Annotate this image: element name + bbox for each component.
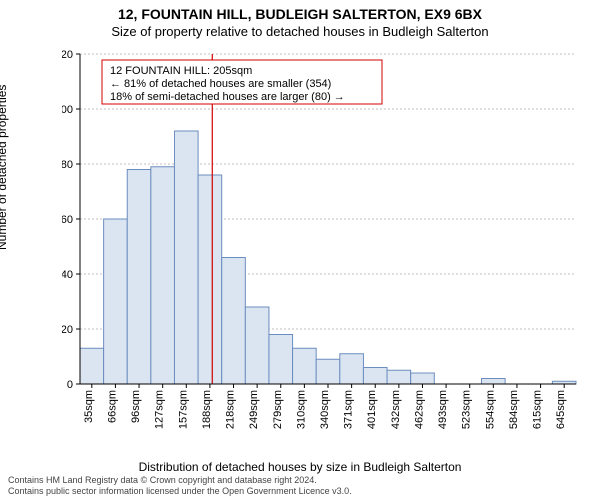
histogram-bar (222, 258, 246, 385)
chart-title-address: 12, FOUNTAIN HILL, BUDLEIGH SALTERTON, E… (0, 6, 600, 22)
svg-text:493sqm: 493sqm (437, 390, 449, 429)
x-axis-label: Distribution of detached houses by size … (0, 460, 600, 474)
svg-text:279sqm: 279sqm (272, 390, 284, 429)
svg-text:66sqm: 66sqm (106, 390, 118, 423)
chart-svg: 0 20 40 60 80 100 120 35sqm 66sqm 96sqm 127sqm 157… (62, 50, 582, 460)
histogram-bar (340, 354, 364, 384)
svg-text:340sqm: 340sqm (319, 390, 331, 429)
svg-text:0: 0 (67, 379, 73, 391)
histogram-bar (245, 307, 269, 384)
annotation-line1: 12 FOUNTAIN HILL: 205sqm (110, 65, 252, 77)
svg-text:554sqm: 554sqm (484, 390, 496, 429)
svg-text:218sqm: 218sqm (225, 390, 237, 429)
x-ticks: 35sqm 66sqm 96sqm 127sqm 157sqm 188sqm 218sqm 2… (83, 384, 567, 429)
svg-text:584sqm: 584sqm (508, 390, 520, 429)
svg-text:127sqm: 127sqm (154, 390, 166, 429)
svg-text:615sqm: 615sqm (532, 390, 544, 429)
footer-attribution: Contains HM Land Registry data © Crown c… (8, 475, 352, 496)
histogram-bar (387, 370, 411, 384)
histogram-bar (482, 379, 506, 385)
svg-text:432sqm: 432sqm (390, 390, 402, 429)
svg-text:401sqm: 401sqm (366, 390, 378, 429)
histogram-bar (269, 335, 293, 385)
svg-text:35sqm: 35sqm (83, 390, 95, 423)
svg-text:371sqm: 371sqm (343, 390, 355, 429)
bars (80, 131, 576, 384)
annotation-box: 12 FOUNTAIN HILL: 205sqm ← 81% of detach… (102, 60, 382, 104)
svg-text:60: 60 (62, 214, 73, 226)
svg-text:120: 120 (62, 50, 73, 61)
histogram-bar (151, 167, 175, 384)
histogram-bar (293, 348, 317, 384)
svg-text:310sqm: 310sqm (295, 390, 307, 429)
svg-text:40: 40 (62, 269, 73, 281)
footer-line2: Contains public sector information licen… (8, 486, 352, 496)
svg-text:157sqm: 157sqm (177, 390, 189, 429)
svg-text:249sqm: 249sqm (248, 390, 260, 429)
svg-text:96sqm: 96sqm (130, 390, 142, 423)
svg-text:100: 100 (62, 104, 73, 116)
svg-text:188sqm: 188sqm (201, 390, 213, 429)
histogram-bar (411, 373, 435, 384)
svg-text:80: 80 (62, 159, 73, 171)
chart-container: 12, FOUNTAIN HILL, BUDLEIGH SALTERTON, E… (0, 0, 600, 500)
histogram-bar (198, 175, 222, 384)
svg-text:523sqm: 523sqm (461, 390, 473, 429)
histogram-bar (363, 368, 387, 385)
y-ticks: 0 20 40 60 80 100 120 (62, 50, 80, 391)
histogram-bar (316, 359, 340, 384)
annotation-line2: ← 81% of detached houses are smaller (35… (110, 78, 331, 90)
svg-text:462sqm: 462sqm (413, 390, 425, 429)
histogram-bar (174, 131, 198, 384)
svg-text:20: 20 (62, 324, 73, 336)
chart-title-desc: Size of property relative to detached ho… (0, 24, 600, 39)
histogram-bar (80, 348, 104, 384)
annotation-line3: 18% of semi-detached houses are larger (… (110, 91, 345, 103)
footer-line1: Contains HM Land Registry data © Crown c… (8, 475, 352, 485)
histogram-bar (104, 219, 128, 384)
plot-area: 020406080100120 35sqm66sqm96sqm127sqm157… (62, 50, 582, 420)
svg-text:645sqm: 645sqm (555, 390, 567, 429)
histogram-bar (127, 170, 151, 385)
y-axis-label: Number of detached properties (0, 85, 9, 250)
